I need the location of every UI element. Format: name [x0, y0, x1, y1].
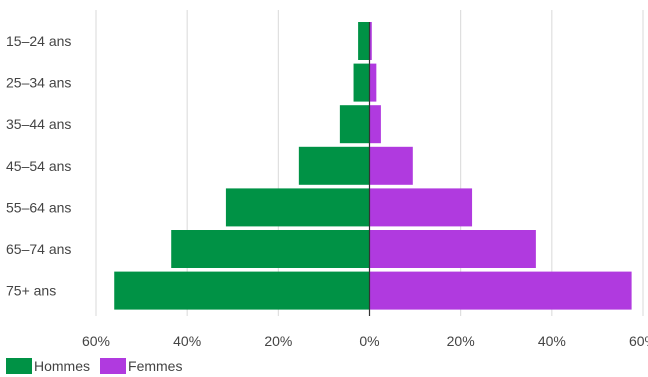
- category-label: 35–44 ans: [6, 116, 71, 132]
- legend: Hommes Femmes: [6, 358, 192, 374]
- legend-label-hommes: Hommes: [34, 358, 91, 374]
- bar-hommes[interactable]: [114, 271, 370, 310]
- x-tick-label: 0%: [359, 333, 379, 349]
- legend-item-hommes[interactable]: Hommes: [6, 358, 90, 374]
- category-label: 75+ ans: [6, 283, 56, 299]
- category-labels: 15–24 ans 25–34 ans 35–44 ans 45–54 ans 55–6…: [6, 33, 71, 299]
- bar-hommes[interactable]: [358, 22, 370, 60]
- bar-hommes[interactable]: [225, 188, 370, 227]
- bar-femmes[interactable]: [369, 188, 473, 227]
- x-tick-label: 40%: [538, 333, 566, 349]
- x-tick-label: 40%: [173, 333, 201, 349]
- bar-hommes[interactable]: [171, 230, 370, 268]
- x-tick-label: 20%: [264, 333, 292, 349]
- category-label: 55–64 ans: [6, 199, 71, 215]
- x-tick-label: 60%: [629, 333, 648, 349]
- legend-item-femmes[interactable]: Femmes: [100, 358, 182, 374]
- x-tick-label: 20%: [447, 333, 475, 349]
- grid-lines: [95, 10, 644, 316]
- bar-femmes[interactable]: [369, 22, 372, 60]
- category-label: 25–34 ans: [6, 75, 71, 91]
- legend-swatch-femmes: [100, 358, 127, 374]
- bar-femmes[interactable]: [369, 271, 632, 310]
- bars: [114, 22, 632, 310]
- bar-femmes[interactable]: [369, 63, 377, 102]
- x-tick-label: 60%: [82, 333, 110, 349]
- bar-hommes[interactable]: [353, 63, 370, 102]
- bar-hommes[interactable]: [339, 105, 370, 144]
- bar-femmes[interactable]: [369, 230, 536, 268]
- legend-label-femmes: Femmes: [128, 358, 183, 374]
- bar-femmes[interactable]: [369, 105, 381, 144]
- bar-hommes[interactable]: [298, 146, 370, 185]
- category-label: 45–54 ans: [6, 158, 71, 174]
- category-label: 15–24 ans: [6, 33, 71, 49]
- x-tick-labels: 60% 40% 20% 0% 20% 40% 60%: [82, 333, 648, 349]
- legend-swatch-hommes: [6, 358, 32, 374]
- category-label: 65–74 ans: [6, 241, 71, 257]
- bar-femmes[interactable]: [369, 146, 413, 185]
